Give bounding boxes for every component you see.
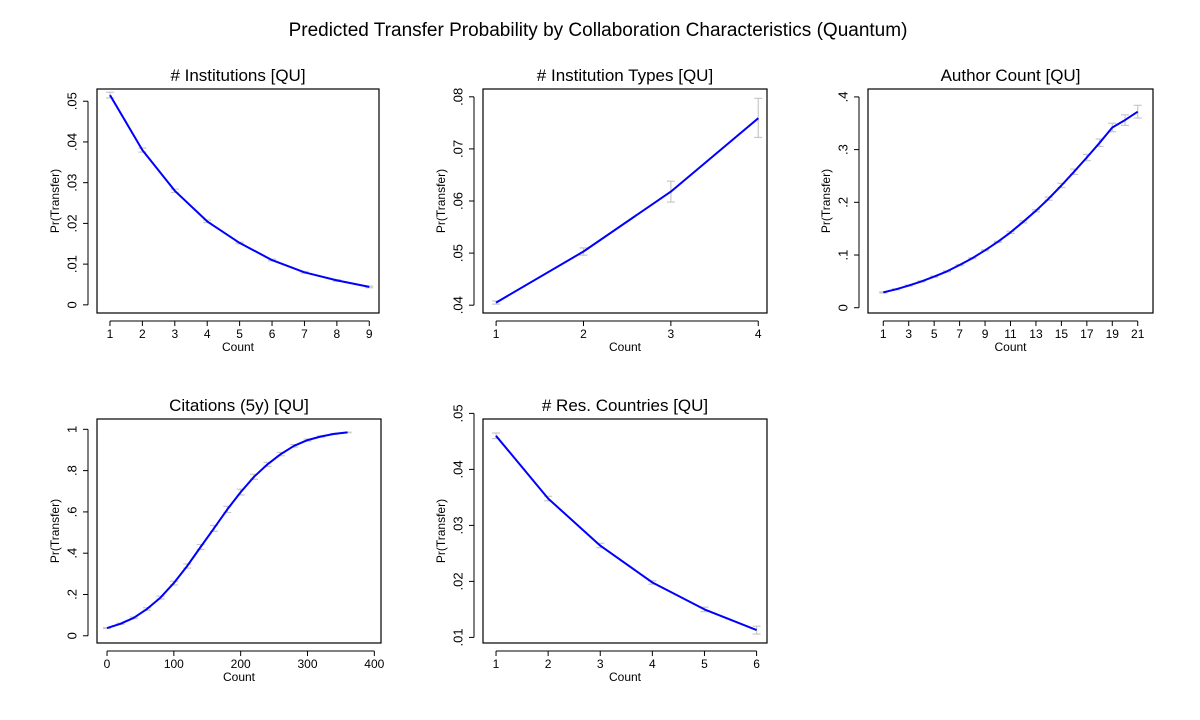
plot-frame [482,88,768,314]
x-tick-label: 200 [231,657,251,671]
y-tick-label: 0 [65,301,80,308]
x-tick-label: 0 [104,657,111,671]
chart-panel-5: # Res. Countries [QU] 1 2 3 4 5 6 Count .01 .02 .0… [434,396,768,684]
y-tick-label: .01 [451,628,466,646]
x-tick-label: 8 [334,327,341,341]
chart-panel-4: Citations (5y) [QU] 0 100 200 300 400 Count 0 .2… [48,396,385,684]
x-tick-label: 1 [493,657,500,671]
x-tick-label: 21 [1131,327,1145,341]
y-tick-label: 1 [65,426,80,433]
y-tick-label: .1 [836,250,851,261]
panels: # Institutions [QU] 1 2 3 4 5 6 7 8 9 Count 0 .01 .02… [48,66,1154,684]
y-tick-label: .07 [451,140,466,158]
y-tick-label: .02 [451,572,466,590]
y-tick-label: .2 [836,197,851,208]
y-tick-label: .05 [65,92,80,110]
x-tick-label: 2 [139,327,146,341]
x-tick-label: 3 [905,327,912,341]
x-tick-label: 3 [668,327,675,341]
x-tick-label: 1 [880,327,887,341]
plot-frame [96,418,382,644]
y-tick-label: .05 [451,244,466,262]
panel-title: Citations (5y) [QU] [169,396,309,415]
chart-panel-3: Author Count [QU]1 3 5 7 9 11 13 15 17 19 21Count0… [819,66,1154,354]
y-axis-label: Pr(Transfer) [434,169,448,233]
prediction-line [106,431,348,630]
x-tick-label: 11 [1004,327,1017,341]
x-tick-label: 2 [580,327,587,341]
chart-panel-2: # Institution Types [QU] 1 2 3 4 Count .04 .05.… [434,66,768,354]
x-axis-label: Count [609,340,642,354]
y-tick-label: .06 [451,192,466,210]
prediction-line [109,94,370,288]
x-tick-label: 15 [1055,327,1069,341]
y-axis-label: Pr(Transfer) [48,169,62,233]
x-tick-label: 13 [1029,327,1043,341]
y-tick-label: .8 [65,465,80,476]
x-tick-label: 17 [1080,327,1094,341]
y-tick-label: .04 [65,133,80,151]
x-tick-label: 5 [236,327,243,341]
y-axis-label: Pr(Transfer) [819,169,833,233]
panel-title: # Institutions [QU] [170,66,305,85]
y-tick-label: .4 [65,548,80,559]
x-tick-label: 9 [982,327,989,341]
plot-frame [867,88,1154,314]
y-tick-label: .4 [836,91,851,102]
x-tick-label: 100 [164,657,184,671]
y-tick-label: .08 [451,88,466,106]
x-tick-label: 300 [297,657,317,671]
x-tick-label: 5 [931,327,938,341]
x-axis-label: Count [223,670,256,684]
x-tick-label: 7 [956,327,963,341]
chart-panel-1: # Institutions [QU] 1 2 3 4 5 6 7 8 9 Count 0 .01 .02… [48,66,380,354]
x-tick-label: 9 [366,327,373,341]
y-axis-label: Pr(Transfer) [434,499,448,563]
y-tick-label: .03 [65,174,80,192]
x-tick-label: 3 [597,657,604,671]
plot-frame [482,418,768,644]
y-tick-label: .04 [451,296,466,314]
y-tick-label: .04 [451,460,466,478]
x-tick-label: 4 [755,327,762,341]
panel-title: # Res. Countries [QU] [542,396,708,415]
panel-title: Author Count [QU] [941,66,1081,85]
prediction-line [883,110,1139,294]
x-tick-label: 6 [269,327,276,341]
x-tick-label: 5 [701,657,708,671]
y-axis-label: Pr(Transfer) [48,499,62,563]
y-tick-label: .02 [65,214,80,232]
plot-frame [96,88,380,314]
y-tick-label: .3 [836,144,851,155]
x-tick-label: 1 [493,327,500,341]
x-axis-label: Count [994,340,1027,354]
panel-title: # Institution Types [QU] [537,66,713,85]
x-tick-label: 7 [301,327,308,341]
y-tick-label: .03 [451,516,466,534]
x-axis-label: Count [609,670,642,684]
y-tick-label: .2 [65,589,80,600]
x-tick-label: 6 [753,657,760,671]
x-axis-label: Count [222,340,255,354]
x-tick-label: 1 [107,327,114,341]
x-tick-label: 19 [1106,327,1120,341]
y-tick-label: 0 [836,304,851,311]
y-tick-label: .01 [65,255,80,273]
x-tick-label: 400 [364,657,384,671]
y-tick-label: 0 [65,632,80,639]
figure-title: Predicted Transfer Probability by Collab… [289,20,908,41]
x-tick-label: 3 [171,327,178,341]
prediction-line [495,435,757,632]
prediction-line [495,117,759,304]
y-tick-label: .05 [451,404,466,422]
x-tick-label: 4 [649,657,656,671]
x-tick-label: 4 [204,327,211,341]
x-tick-label: 2 [545,657,552,671]
y-tick-label: .6 [65,506,80,517]
